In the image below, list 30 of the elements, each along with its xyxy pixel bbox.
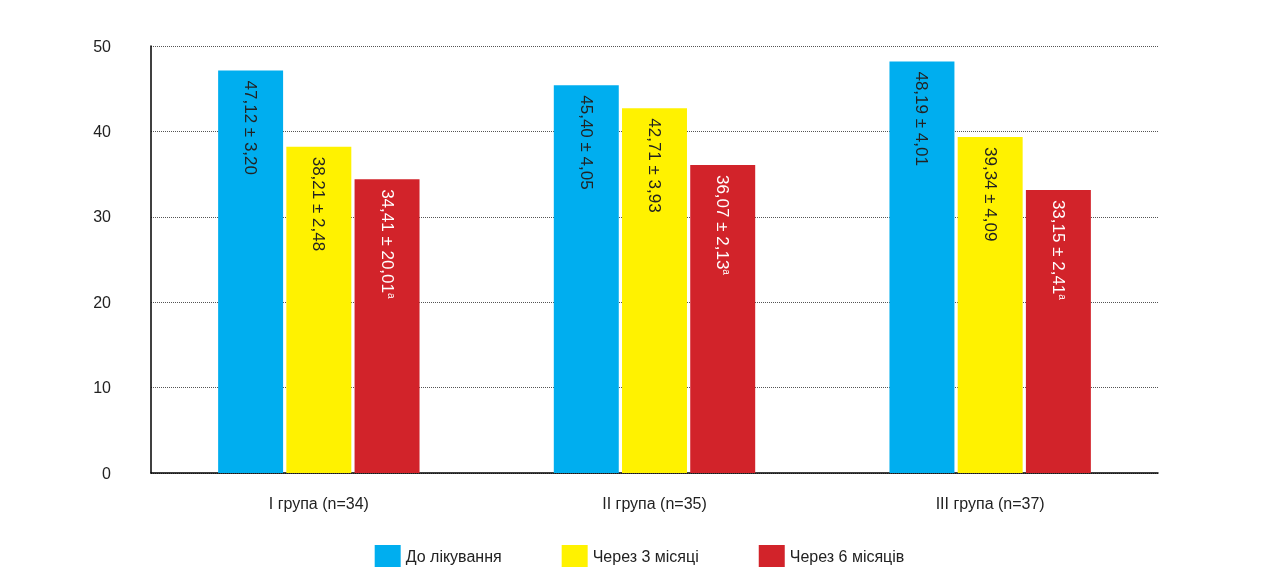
bar <box>218 70 284 473</box>
bar <box>553 85 619 473</box>
y-tick-label: 30 <box>93 208 112 226</box>
bar <box>889 61 955 473</box>
data-label: 33,15 ± 2,41а <box>1048 199 1068 301</box>
data-label: 38,21 ± 2,48 <box>309 156 329 252</box>
data-label: 39,34 ± 4,09 <box>980 147 1000 242</box>
data-label: 34,41 ± 20,01а <box>377 189 397 299</box>
bar <box>690 164 756 473</box>
legend-label: Через 3 місяці <box>592 547 699 565</box>
data-label: 36,07 ± 2,13а <box>713 174 733 276</box>
y-tick-label: 0 <box>102 464 112 482</box>
bar <box>957 137 1023 473</box>
legend-label: До лікування <box>405 547 502 565</box>
data-label: 47,12 ± 3,20 <box>241 80 261 175</box>
y-tick-label: 20 <box>93 293 112 311</box>
bar <box>354 179 420 473</box>
x-tick-label: II група (n=35) <box>602 494 707 512</box>
data-label: 45,40 ± 4,05 <box>576 95 596 190</box>
data-label: 48,19 ± 4,01 <box>912 71 932 166</box>
legend-label: Через 6 місяців <box>789 547 905 565</box>
x-tick-label: I група (n=34) <box>268 494 369 512</box>
bar <box>1025 189 1091 473</box>
y-tick-label: 50 <box>93 37 112 55</box>
y-tick-label: 40 <box>93 122 112 140</box>
bar <box>286 146 352 473</box>
x-tick-label: III група (n=37) <box>935 494 1045 512</box>
data-label: 42,71 ± 3,93 <box>645 118 664 213</box>
y-tick-label: 10 <box>93 379 112 397</box>
bar <box>622 108 687 473</box>
